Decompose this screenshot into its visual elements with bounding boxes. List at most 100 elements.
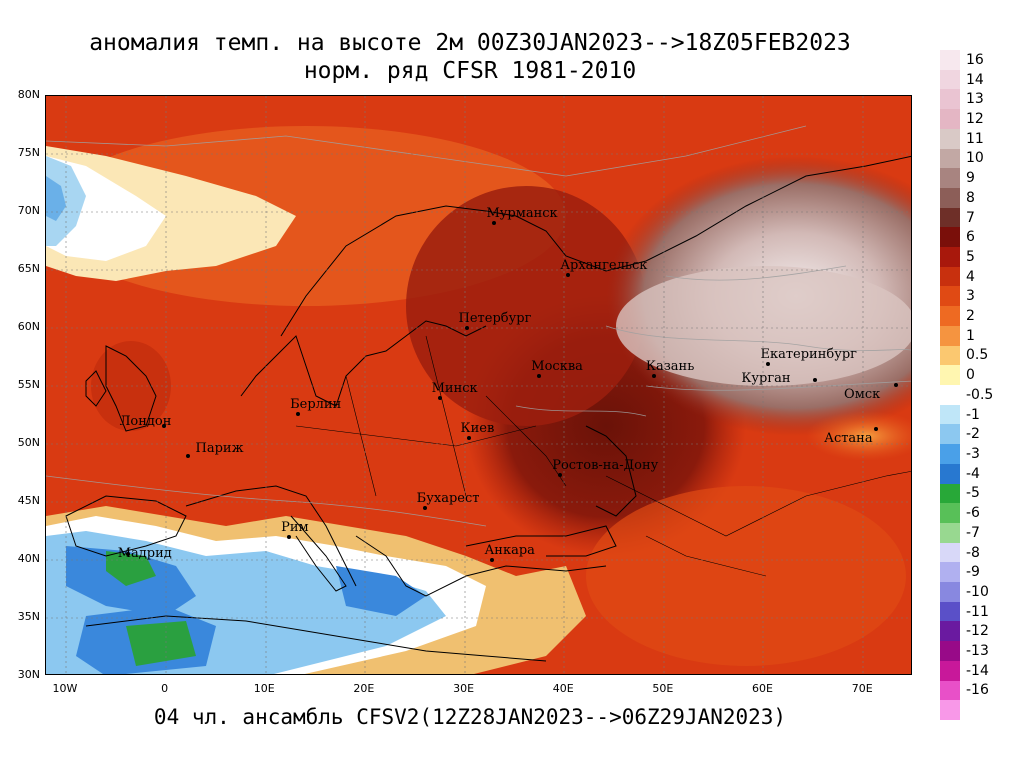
colorbar-swatch — [940, 128, 960, 150]
city-label: Анкара — [484, 543, 535, 559]
city-label: Астана — [824, 431, 873, 447]
lon-tick-label: 50E — [652, 682, 674, 695]
city-marker — [161, 423, 166, 428]
colorbar-label: 3 — [966, 288, 975, 305]
colorbar-label: 0.5 — [966, 347, 989, 364]
colorbar-swatch — [940, 325, 960, 347]
colorbar-label: -10 — [966, 583, 989, 600]
city-label: Париж — [195, 440, 244, 456]
lon-tick-label: 60E — [752, 682, 773, 695]
colorbar-swatch — [940, 306, 960, 327]
colorbar-swatch — [940, 385, 960, 406]
lat-tick-label: 35N — [17, 610, 40, 623]
colorbar-label: -2 — [966, 426, 980, 443]
anomaly-field-africa-coldest — [126, 621, 196, 666]
lon-tick-label: 20E — [353, 682, 375, 695]
city-label: Казань — [645, 358, 695, 374]
city-marker — [537, 373, 542, 378]
city-label: Архангельск — [560, 257, 648, 273]
anomaly-field-greece-cold — [336, 566, 426, 616]
anomaly-field-russia — [406, 186, 646, 426]
colorbar-label: -0.5 — [966, 386, 994, 403]
lon-tick-label: 10E — [253, 682, 275, 695]
map-title: аномалия темп. на высоте 2м 00Z30JAN2023… — [89, 30, 851, 56]
city-marker — [492, 220, 497, 225]
colorbar-swatch — [940, 247, 960, 268]
colorbar-label: -14 — [966, 662, 989, 679]
lon-tick-label: 0 — [161, 682, 169, 695]
colorbar-swatch — [940, 601, 960, 622]
city-marker — [813, 378, 818, 383]
lon-tick-label: 10W — [52, 682, 78, 695]
colorbar-swatch — [940, 89, 960, 110]
colorbar-swatch — [940, 483, 960, 504]
lat-tick-label: 55N — [17, 378, 40, 391]
colorbar — [940, 50, 960, 721]
colorbar-swatch — [940, 187, 960, 209]
colorbar-label: -4 — [966, 465, 980, 482]
city-marker — [464, 326, 469, 331]
colorbar-swatch — [940, 444, 960, 465]
colorbar-label: 9 — [966, 170, 975, 187]
colorbar-swatch — [940, 522, 960, 544]
contours — [46, 125, 911, 527]
colorbar-label: 7 — [966, 209, 975, 226]
lat-tick-label: 50N — [17, 436, 40, 449]
ensemble-caption: 04 чл. ансамбль CFSV2(12Z28JAN2023-->06Z… — [153, 705, 787, 729]
colorbar-swatch — [940, 109, 960, 130]
colorbar-label: 10 — [966, 150, 984, 167]
colorbar-label: -3 — [966, 445, 980, 462]
colorbar-label: 14 — [966, 71, 984, 88]
colorbar-swatch — [940, 50, 960, 71]
city-label: Лондон — [119, 413, 172, 429]
lat-tick-label: 80N — [17, 88, 40, 101]
colorbar-swatch — [940, 404, 960, 425]
colorbar-label: 4 — [966, 268, 975, 285]
city-label: Мурманск — [486, 205, 558, 221]
city-marker — [566, 272, 571, 277]
city-label: Омск — [844, 387, 881, 402]
city-label: Ростов-на-Дону — [552, 458, 659, 474]
colorbar-swatch — [940, 700, 960, 721]
city-label: Курган — [741, 371, 791, 387]
borders — [295, 335, 911, 577]
city-marker — [422, 505, 427, 510]
colorbar-label: -1 — [966, 406, 980, 423]
lat-tick-label: 70N — [17, 204, 40, 217]
city-marker — [185, 453, 190, 458]
city-label: Бухарест — [416, 490, 480, 506]
city-marker — [296, 412, 301, 416]
colorbar-label: -5 — [966, 485, 980, 502]
city-label: Екатеринбург — [760, 347, 857, 363]
anomaly-field-ural-peak — [616, 266, 911, 386]
colorbar-label: -6 — [966, 505, 980, 522]
colorbar-label: -11 — [966, 603, 989, 620]
colorbar-label: 16 — [966, 51, 984, 68]
map-subtitle: норм. ряд CFSR 1981-2010 — [303, 58, 637, 84]
colorbar-swatch — [940, 365, 960, 386]
colorbar-swatch — [940, 345, 960, 366]
city-label: Минск — [431, 380, 478, 396]
colorbar-swatch — [940, 542, 960, 563]
colorbar-label: 6 — [966, 229, 975, 246]
colorbar-label: 2 — [966, 308, 975, 325]
colorbar-swatch — [940, 680, 960, 701]
lat-tick-label: 30N — [17, 668, 40, 681]
lon-tick-label: 70E — [851, 682, 873, 695]
coastlines — [65, 155, 911, 662]
lon-tick-label: 40E — [552, 682, 574, 695]
city-marker — [651, 373, 656, 378]
city-label: Мадрид — [117, 546, 172, 562]
city-label: Рим — [281, 519, 309, 535]
city-marker — [466, 436, 471, 441]
colorbar-swatch — [940, 227, 960, 248]
anomaly-map — [45, 95, 912, 675]
city-marker — [437, 395, 442, 400]
colorbar-swatch — [940, 463, 960, 485]
city-marker — [874, 427, 879, 432]
colorbar-swatch — [940, 424, 960, 445]
colorbar-swatch — [940, 207, 960, 228]
lat-tick-label: 40N — [17, 552, 40, 565]
colorbar-label: -9 — [966, 564, 980, 581]
colorbar-swatch — [940, 286, 960, 307]
